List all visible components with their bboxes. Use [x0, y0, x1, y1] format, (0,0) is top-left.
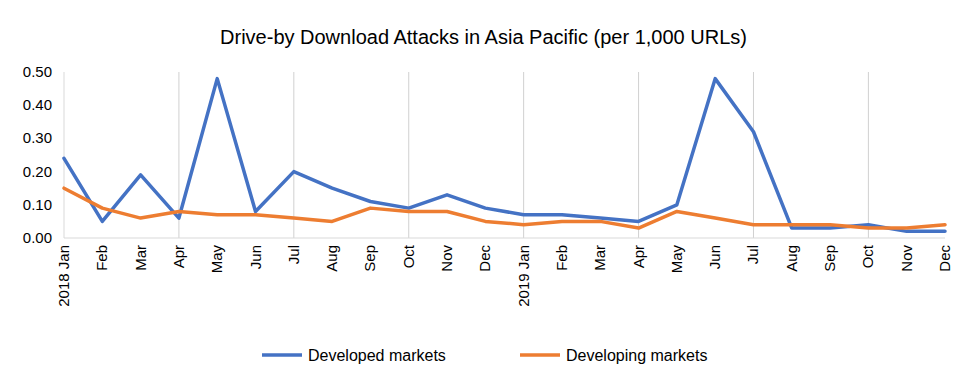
x-tick-label: Jul [744, 245, 761, 264]
x-tick-label: Jun [706, 245, 723, 269]
x-tick-label: Oct [400, 244, 417, 268]
grid-line [753, 72, 754, 238]
x-tick-label: Aug [323, 245, 340, 272]
x-tick-label: 2018 Jan [55, 245, 72, 307]
x-tick-label: May [208, 245, 225, 274]
legend-swatch [262, 353, 302, 357]
series-line [64, 79, 945, 232]
x-tick-label: Jun [247, 245, 264, 269]
legend-label: Developing markets [566, 347, 707, 364]
y-tick-label: 0.40 [23, 96, 52, 113]
x-tick-label: Nov [898, 245, 915, 272]
grid-line [293, 72, 294, 238]
x-tick-label: Apr [630, 245, 647, 268]
y-tick-label: 0.10 [23, 196, 52, 213]
x-tick-label: Jul [285, 245, 302, 264]
legend-label: Developed markets [308, 347, 446, 364]
x-tick-label: Mar [132, 245, 149, 271]
y-axis [64, 72, 65, 238]
x-tick-label: Oct [859, 244, 876, 268]
grid-line [638, 72, 639, 238]
y-tick-label: 0.20 [23, 163, 52, 180]
x-tick-label: 2019 Jan [515, 245, 532, 307]
x-tick-label: Apr [170, 245, 187, 268]
x-tick-label: Feb [553, 245, 570, 271]
x-tick-label: Mar [591, 245, 608, 271]
x-tick-label: Sep [821, 245, 838, 272]
chart: Drive-by Download Attacks in Asia Pacifi… [0, 0, 967, 387]
x-axis [64, 238, 945, 239]
x-tick-label: Sep [361, 245, 378, 272]
x-tick-label: Dec [476, 245, 493, 272]
legend-swatch [520, 353, 560, 357]
title: Drive-by Download Attacks in Asia Pacifi… [220, 26, 747, 48]
x-tick-label: May [668, 245, 685, 274]
series-line [64, 188, 945, 228]
x-tick-label: Aug [783, 245, 800, 272]
x-tick-label: Feb [93, 245, 110, 271]
plot-area [64, 79, 945, 232]
grid-line [868, 72, 869, 238]
x-tick-label: Dec [936, 245, 953, 272]
x-tick-label: Nov [438, 245, 455, 272]
y-tick-label: 0.00 [23, 229, 52, 246]
y-tick-label: 0.30 [23, 129, 52, 146]
y-tick-label: 0.50 [23, 63, 52, 80]
